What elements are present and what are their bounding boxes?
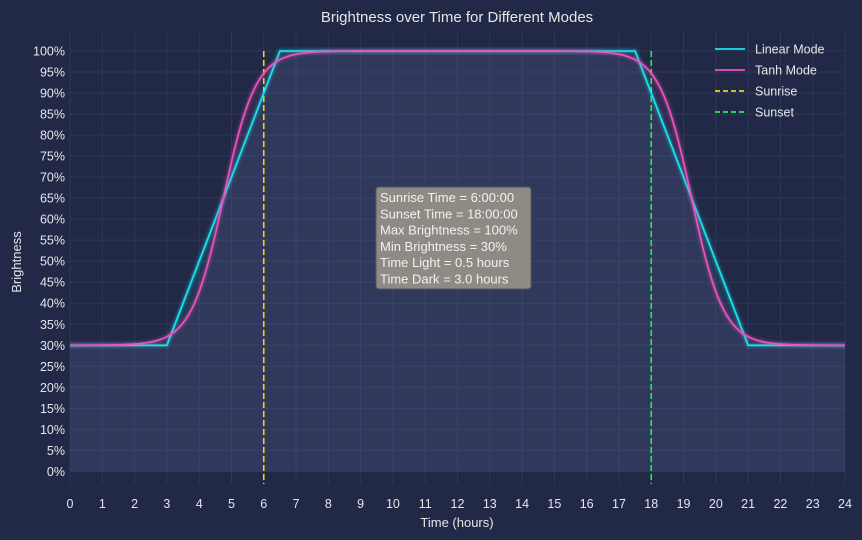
info-line: Sunset Time = 18:00:00	[380, 206, 518, 221]
y-tick-label: 40%	[40, 297, 65, 311]
chart-title: Brightness over Time for Different Modes	[321, 9, 593, 26]
x-tick-label: 10	[386, 497, 400, 511]
y-tick-label: 25%	[40, 360, 65, 374]
y-tick-label: 80%	[40, 129, 65, 143]
x-tick-label: 20	[709, 497, 723, 511]
y-tick-label: 10%	[40, 423, 65, 437]
y-tick-label: 75%	[40, 150, 65, 164]
y-tick-label: 30%	[40, 339, 65, 353]
x-tick-label: 9	[357, 497, 364, 511]
x-tick-label: 16	[580, 497, 594, 511]
y-tick-label: 90%	[40, 87, 65, 101]
x-tick-label: 3	[163, 497, 170, 511]
y-tick-label: 95%	[40, 66, 65, 80]
x-tick-label: 4	[196, 497, 203, 511]
x-tick-label: 12	[451, 497, 465, 511]
info-box-background	[375, 186, 532, 290]
x-tick-label: 2	[131, 497, 138, 511]
y-tick-label: 50%	[40, 255, 65, 269]
legend-label: Sunset	[755, 106, 794, 120]
x-axis-label: Time (hours)	[420, 515, 493, 530]
y-tick-label: 70%	[40, 171, 65, 185]
y-tick-label: 65%	[40, 192, 65, 206]
x-axis-ticks: 0 1 2 3 4 5 6 7 8 9 10 11 12 13 14 15 16 17 18 19 20 21 22 23 24	[67, 497, 852, 511]
x-tick-label: 0	[67, 497, 74, 511]
info-line: Time Dark = 3.0 hours	[380, 272, 509, 287]
legend: Linear Mode Tanh Mode Sunrise Sunset	[715, 43, 825, 120]
tanh-mode-line	[69, 50, 846, 347]
legend-label: Tanh Mode	[755, 64, 817, 78]
y-tick-label: 35%	[40, 318, 65, 332]
x-tick-label: 19	[677, 497, 691, 511]
x-tick-label: 21	[741, 497, 755, 511]
legend-label: Linear Mode	[755, 43, 825, 57]
reference-lines	[262, 51, 653, 484]
x-tick-label: 5	[228, 497, 235, 511]
y-tick-label: 5%	[47, 444, 65, 458]
x-tick-label: 6	[260, 497, 267, 511]
y-axis-label: Brightness	[9, 231, 24, 293]
x-tick-label: 17	[612, 497, 626, 511]
x-tick-label: 11	[419, 497, 432, 511]
y-tick-label: 20%	[40, 381, 65, 395]
x-tick-label: 18	[644, 497, 658, 511]
x-tick-label: 7	[293, 497, 300, 511]
x-tick-label: 15	[547, 497, 561, 511]
x-tick-label: 22	[773, 497, 787, 511]
x-tick-label: 13	[483, 497, 497, 511]
info-line: Sunrise Time = 6:00:00	[380, 190, 514, 205]
x-tick-label: 1	[99, 497, 106, 511]
x-tick-label: 8	[325, 497, 332, 511]
y-tick-label: 85%	[40, 108, 65, 122]
y-tick-label: 15%	[40, 402, 65, 416]
y-tick-label: 60%	[40, 213, 65, 227]
y-tick-label: 55%	[40, 234, 65, 248]
y-tick-label: 0%	[47, 465, 65, 479]
y-tick-label: 45%	[40, 276, 65, 290]
info-line: Min Brightness = 30%	[380, 239, 507, 254]
legend-label: Sunrise	[755, 85, 797, 99]
x-tick-label: 14	[515, 497, 529, 511]
x-tick-label: 23	[806, 497, 820, 511]
info-line: Max Brightness = 100%	[380, 223, 518, 238]
series-lines	[67, 47, 848, 350]
x-tick-label: 24	[838, 497, 852, 511]
y-axis-ticks: 0% 5% 10% 15% 20% 25% 30% 35% 40% 45% 50% 55% 60% 65%…	[33, 45, 65, 479]
y-tick-label: 100%	[33, 45, 65, 59]
info-line: Time Light = 0.5 hours	[380, 255, 510, 270]
